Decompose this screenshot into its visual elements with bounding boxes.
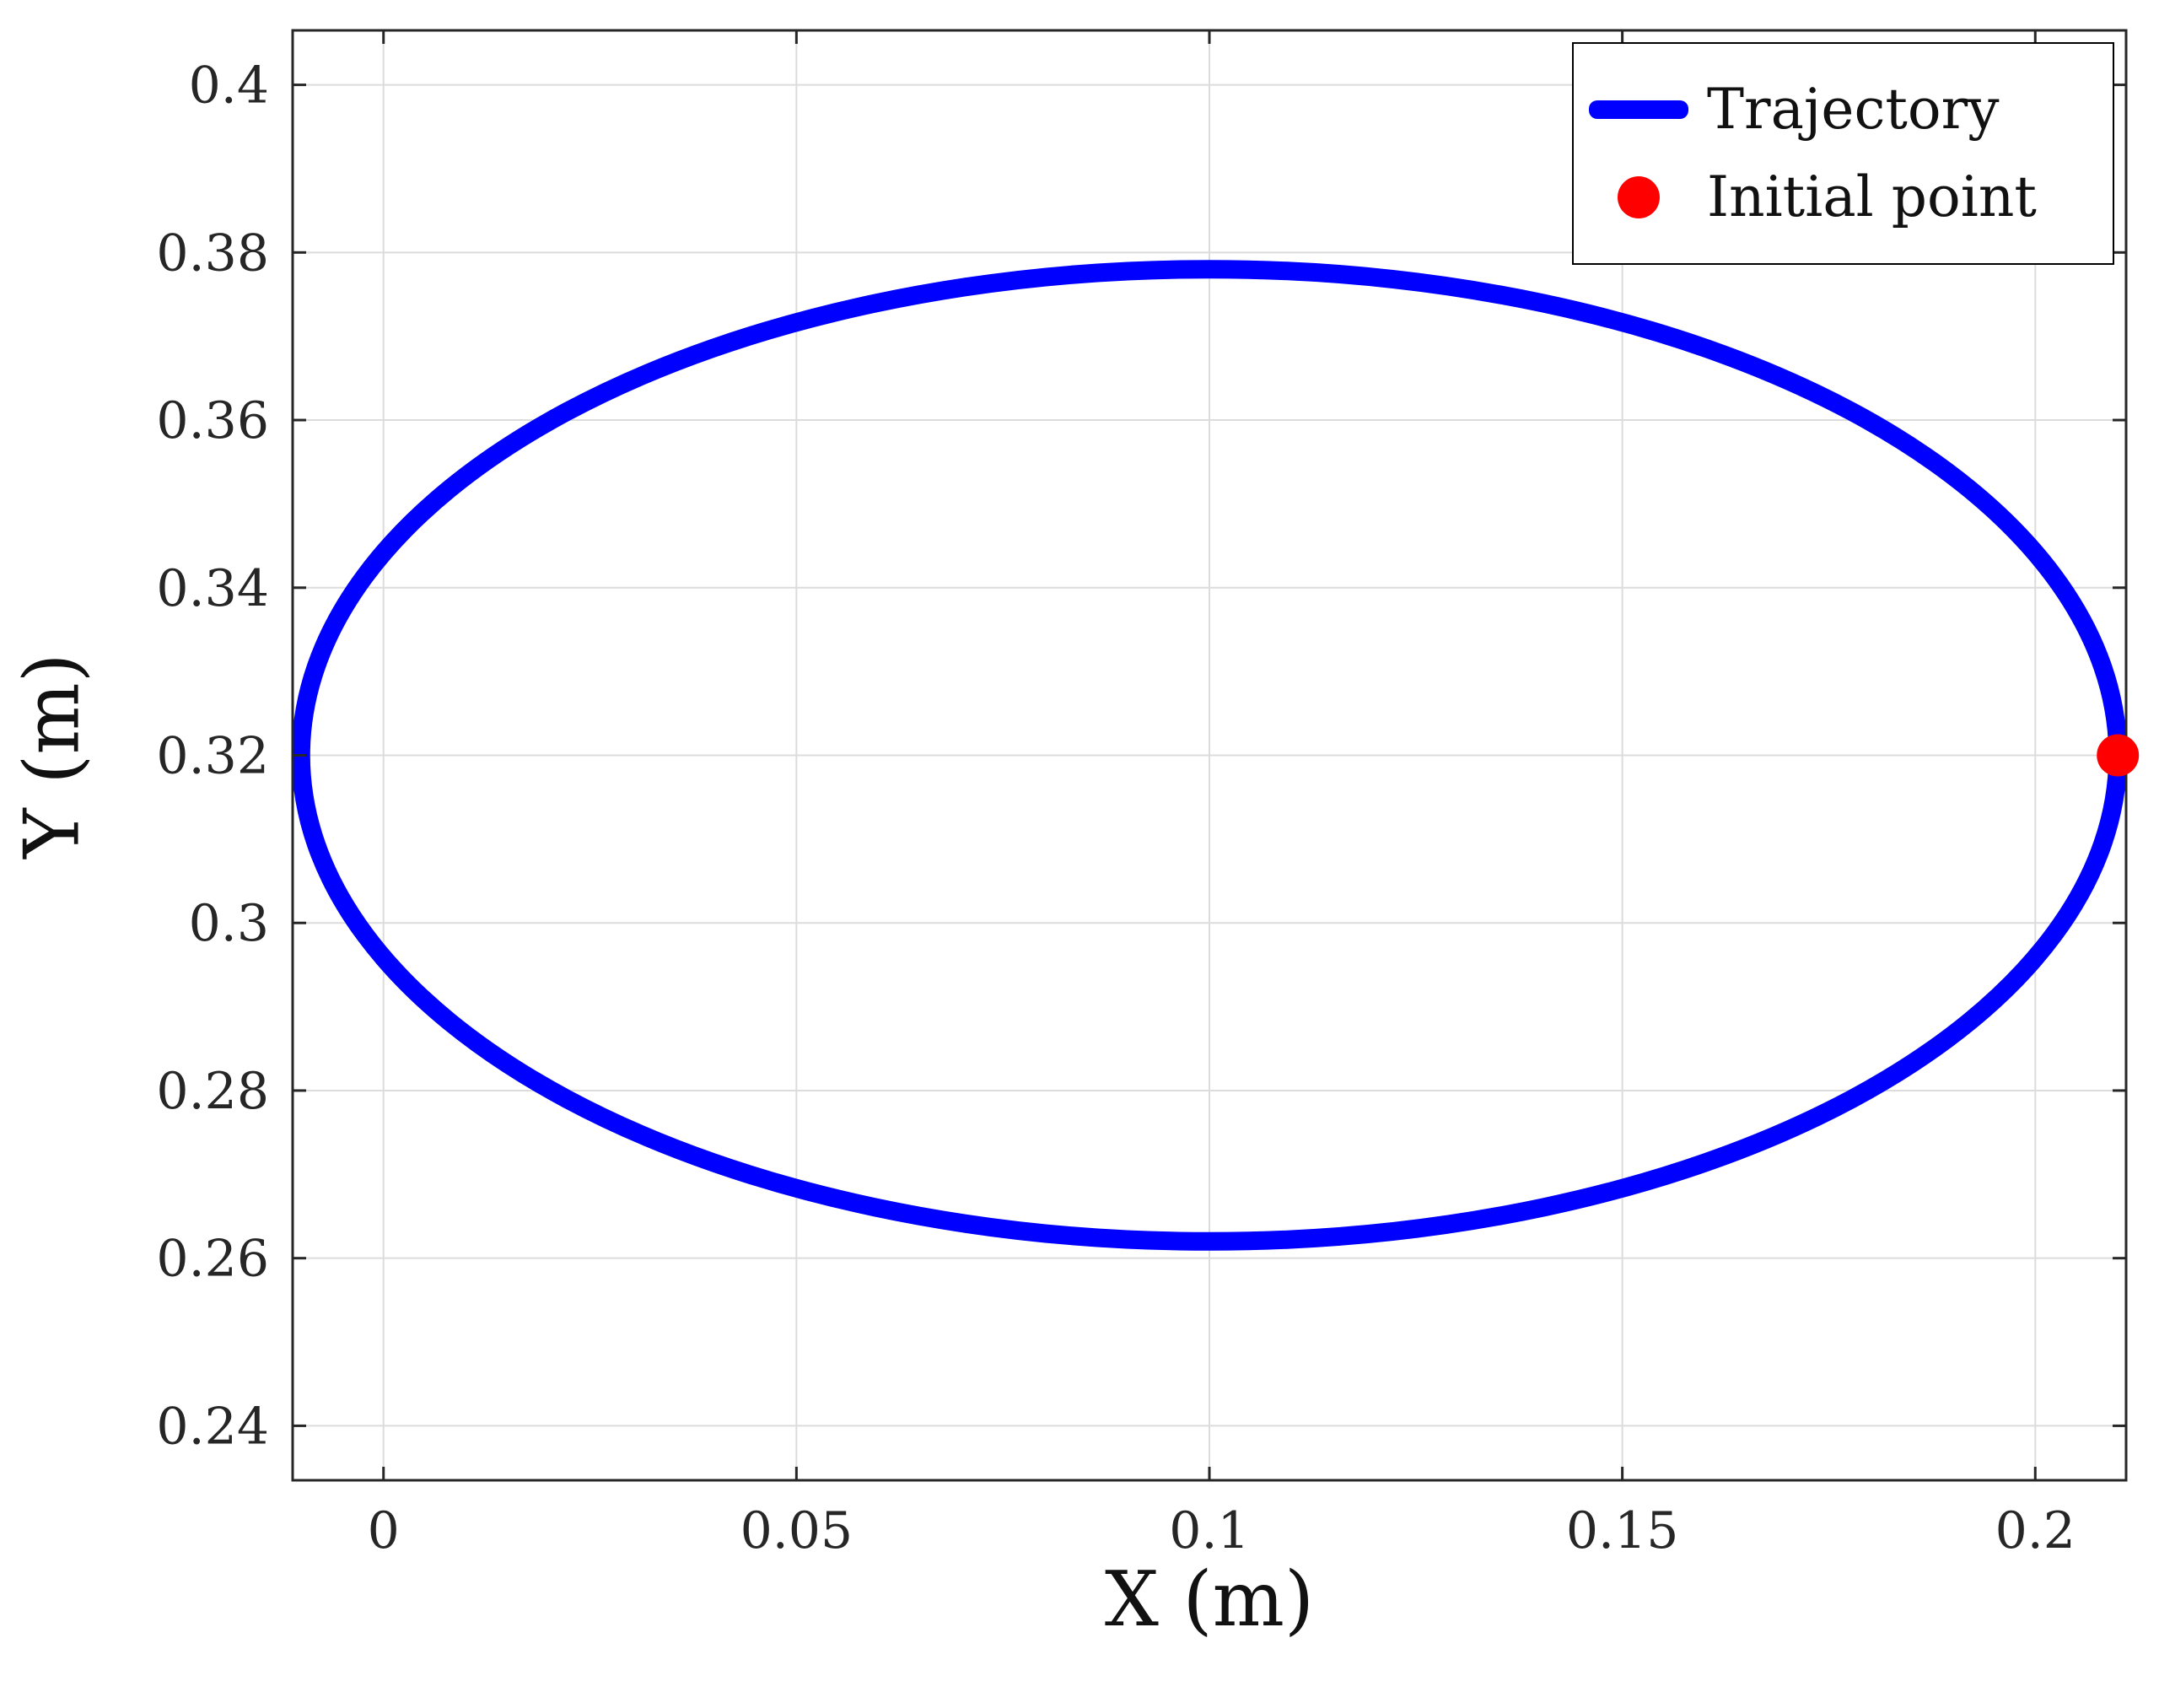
legend-item-trajectory: Trajectory [1589, 76, 2104, 142]
x-tick-label: 0.15 [1566, 1501, 1679, 1560]
y-tick-label: 0.34 [156, 559, 269, 618]
legend-item-initial-point: Initial point [1589, 170, 2104, 225]
y-tick-label: 0.38 [156, 224, 269, 283]
trajectory-line-icon [1589, 100, 1688, 119]
legend-label-initial-point: Initial point [1707, 164, 2037, 230]
x-tick-label: 0.05 [740, 1501, 853, 1560]
x-tick-label: 0 [368, 1501, 400, 1560]
y-tick-label: 0.24 [156, 1397, 269, 1456]
initial-point-dot-icon [1618, 176, 1660, 219]
x-axis-label: X (m) [1104, 1555, 1315, 1644]
y-tick-label: 0.28 [156, 1062, 269, 1121]
y-axis-label: Y (m) [8, 653, 97, 859]
initial-point-marker [2097, 734, 2140, 777]
legend: Trajectory Initial point [1572, 42, 2114, 265]
y-tick-label: 0.36 [156, 391, 269, 450]
x-tick-label: 0.1 [1169, 1501, 1249, 1560]
y-tick-label: 0.32 [156, 727, 269, 786]
x-tick-label: 0.2 [1995, 1501, 2076, 1560]
y-tick-label: 0.26 [156, 1230, 269, 1289]
legend-label-trajectory: Trajectory [1707, 76, 2000, 142]
y-tick-label: 0.4 [189, 57, 269, 116]
y-tick-label: 0.3 [189, 894, 269, 953]
initial-point-swatch-wrap [1589, 176, 1688, 219]
